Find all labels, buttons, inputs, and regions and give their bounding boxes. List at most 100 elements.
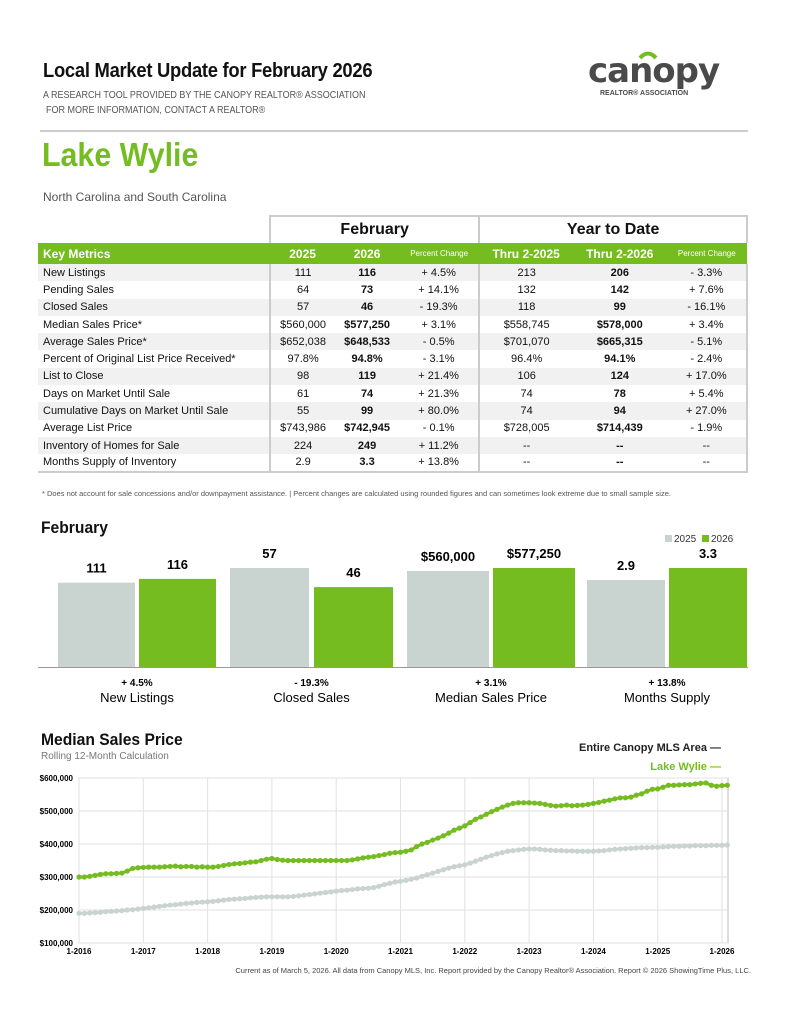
data-point	[371, 853, 377, 860]
metric-value: --	[666, 454, 749, 473]
data-point	[553, 803, 559, 809]
category-label: New Listings	[100, 690, 174, 705]
data-point	[290, 857, 296, 864]
data-point	[676, 843, 682, 849]
metric-value: 74	[360, 387, 374, 400]
group-ytd: Year to Date	[479, 215, 748, 243]
bar-value-label: 3.3	[699, 546, 717, 561]
data-point	[258, 894, 264, 900]
data-point	[521, 800, 527, 806]
bar-value-label: 2.9	[617, 558, 635, 573]
data-point	[456, 825, 463, 831]
data-point	[215, 898, 221, 904]
data-point	[274, 856, 280, 863]
bar-2025	[58, 582, 135, 667]
data-point	[194, 899, 200, 906]
metric-value: 94.1%	[604, 353, 636, 366]
data-point	[156, 864, 162, 870]
data-point	[103, 871, 109, 877]
data-point	[617, 795, 623, 801]
data-point	[376, 883, 382, 889]
data-point	[280, 894, 286, 900]
table-row: Inventory of Homes for Sale 224 249 + 11.2%…	[38, 436, 749, 455]
data-point	[681, 843, 688, 849]
metric-label: Percent of Original List Price Received*	[43, 353, 236, 366]
data-point	[553, 848, 559, 854]
data-point	[146, 864, 152, 870]
metric-label: Average List Price	[43, 422, 133, 435]
data-point	[510, 848, 516, 854]
data-point	[338, 887, 345, 894]
metric-value: 94.8%	[351, 353, 383, 366]
data-point	[371, 884, 377, 891]
data-point	[183, 900, 189, 906]
data-point	[671, 782, 677, 788]
data-point	[221, 862, 227, 869]
metric-value: $665,315	[572, 333, 667, 351]
data-point	[413, 875, 420, 881]
metric-value: 78	[613, 387, 626, 400]
metric-label: Closed Sales	[38, 298, 270, 316]
data-point	[403, 877, 409, 883]
data-point	[355, 856, 361, 862]
data-point	[708, 842, 714, 848]
metric-value: 3.3	[335, 454, 399, 473]
data-point	[237, 896, 243, 902]
data-point	[697, 780, 704, 786]
col-ytd-pct: Percent Change	[666, 243, 747, 264]
bar-value-label: $560,000	[421, 549, 475, 564]
data-point	[317, 890, 323, 896]
metric-value: 132	[478, 281, 573, 299]
metric-value: $742,945	[344, 422, 390, 435]
data-point	[601, 798, 607, 804]
data-point	[210, 898, 216, 905]
table-row: Average List Price $743,986 $742,945 - 0.1%…	[38, 419, 749, 437]
metric-value: 94	[572, 402, 667, 420]
data-point	[585, 801, 591, 807]
metric-value: 98	[268, 367, 336, 386]
metric-value: 61	[268, 385, 336, 403]
data-point	[703, 843, 709, 849]
metric-value: + 27.0%	[666, 402, 749, 420]
metric-value: 224	[268, 436, 336, 455]
data-point	[103, 909, 109, 915]
metric-value: 206	[572, 264, 667, 282]
data-point	[499, 804, 505, 810]
change-label: + 3.1%	[475, 678, 507, 689]
legend-lake-wylie-label: Lake Wylie	[650, 761, 707, 773]
data-point	[430, 837, 436, 843]
data-point	[328, 857, 334, 864]
bar-value-label: 57	[262, 546, 276, 561]
data-point	[542, 847, 548, 853]
data-point	[242, 860, 248, 866]
x-tick-label: 1-2024	[581, 947, 606, 956]
data-point	[87, 873, 93, 879]
data-point	[467, 860, 473, 866]
metric-value: 74	[478, 385, 573, 403]
metric-value: 55	[268, 402, 336, 420]
data-point	[237, 860, 243, 867]
data-point	[478, 814, 484, 820]
data-point	[537, 800, 543, 807]
metric-label: Median Sales Price*	[43, 318, 143, 331]
data-point	[344, 887, 350, 893]
metric-label: Pending Sales	[43, 283, 114, 296]
data-point	[403, 848, 409, 854]
metric-value: $558,745	[478, 315, 573, 334]
table-row: Months Supply of Inventory 2.9 3.3 + 13.8% -…	[38, 454, 749, 473]
data-point	[135, 865, 141, 871]
data-point	[306, 891, 313, 898]
data-point	[210, 864, 216, 870]
bar-value-label: $577,250	[507, 546, 561, 561]
svg-text:canopy: canopy	[588, 51, 720, 91]
metric-value: + 4.5%	[398, 264, 480, 282]
data-point	[290, 893, 296, 900]
table-row: Pending Sales 64 73 + 14.1% 132 142 + 7.6%	[38, 281, 749, 299]
svg-text:REALTOR® ASSOCIATION: REALTOR® ASSOCIATION	[600, 89, 688, 97]
data-point	[392, 849, 398, 856]
data-point	[590, 848, 597, 854]
data-point	[172, 863, 179, 869]
data-point	[119, 908, 125, 914]
data-point	[580, 848, 586, 854]
data-point	[580, 802, 586, 808]
